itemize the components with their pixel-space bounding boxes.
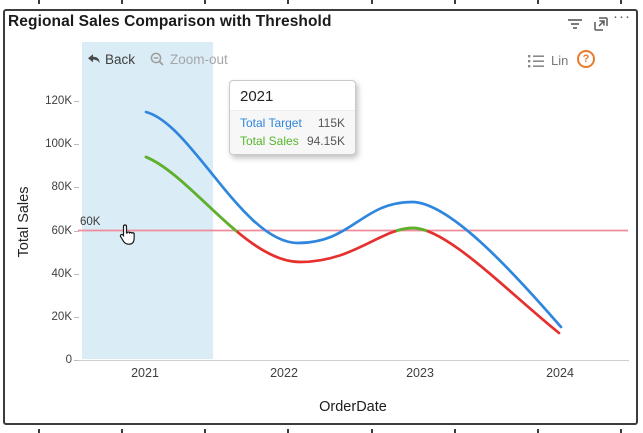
filter-icon[interactable] [566,15,584,33]
x-tick-label: 2021 [131,366,159,380]
x-tick-label: 2023 [406,366,434,380]
tooltip-rows: Total Target 115K Total Sales 94.15K [230,110,355,154]
tooltip-row-sales: Total Sales 94.15K [230,132,355,150]
zoom-selection-band [82,42,213,359]
total-sales-line-above [144,155,427,335]
threshold-label: 60K [80,216,101,228]
back-arrow-icon[interactable] [86,51,102,67]
y-tick-label: 40K [51,268,72,280]
x-axis-line [78,360,629,361]
back-button[interactable]: Back [105,52,136,67]
tooltip-row-target: Total Target 115K [230,114,355,132]
y-tick-label: 120K [45,95,72,107]
tooltip-target-label: Total Target [240,116,302,130]
tooltip-sales-value: 94.15K [306,134,345,148]
more-options-icon[interactable]: ··· [613,8,631,25]
tooltip-sales-label: Total Sales [240,134,299,148]
tooltip-target-value: 115K [317,116,345,130]
list-icon[interactable] [528,54,545,68]
total-target-line [144,110,563,329]
y-tick-label: 80K [51,181,72,193]
zoom-out-icon[interactable] [149,51,166,68]
y-tick-label: 20K [51,311,72,323]
x-tick-label: 2022 [270,366,298,380]
y-tick-label: 0 [65,354,72,366]
help-icon[interactable]: ? [577,50,595,68]
y-tick-label: 100K [45,138,72,150]
lin-control[interactable]: Lin [551,53,569,68]
tooltip-year: 2021 [240,88,274,105]
focus-mode-icon[interactable] [592,15,610,33]
x-tick-label: 2024 [546,366,574,380]
x-axis-title: OrderDate [319,399,387,415]
hand-cursor-icon [116,222,140,253]
total-sales-line-below [144,155,561,335]
chart-tooltip: 2021 Total Target 115K Total Sales 94.15… [229,80,356,155]
zoom-out-button[interactable]: Zoom-out [170,52,228,67]
y-tick-label: 60K [51,225,72,237]
page-title: Regional Sales Comparison with Threshold [8,13,332,30]
